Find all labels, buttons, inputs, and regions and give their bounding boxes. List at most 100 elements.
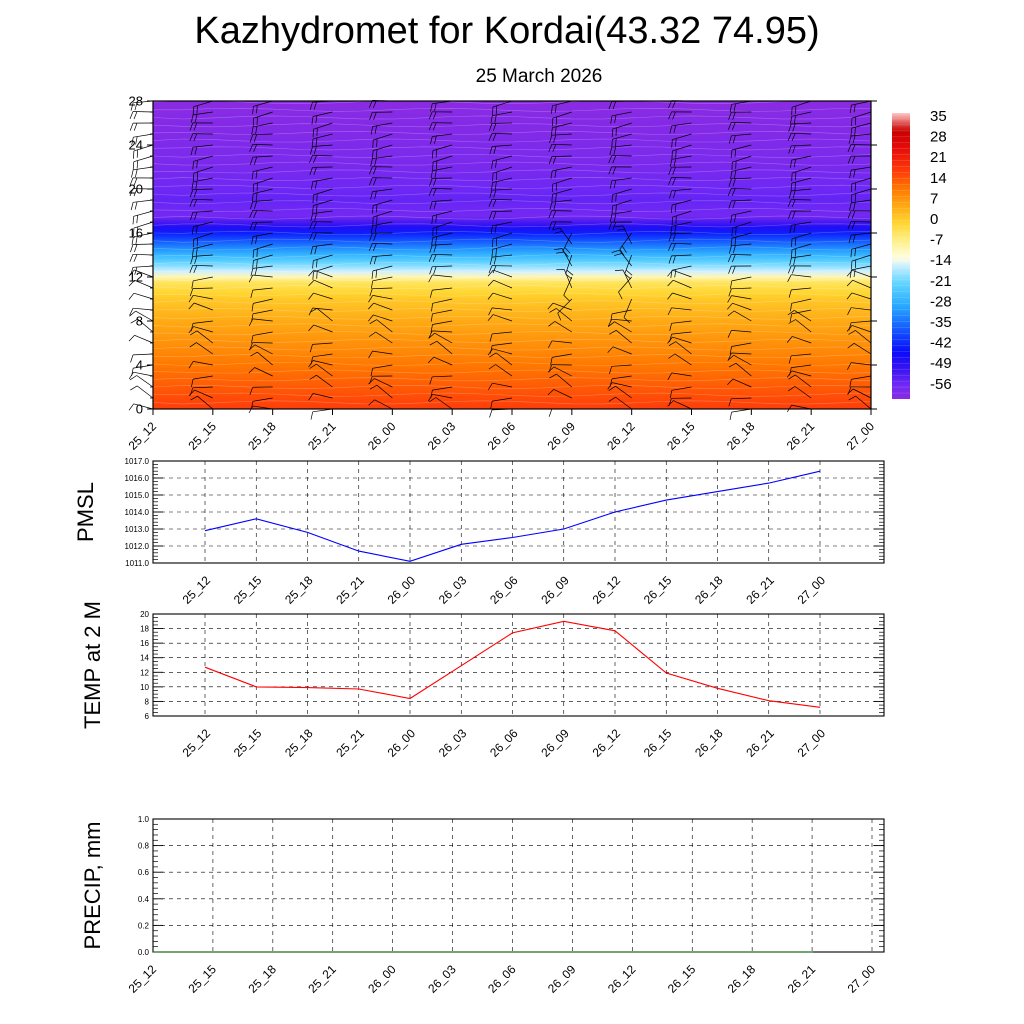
wind-barb [432,287,453,291]
wind-barb [675,341,692,355]
wind-barb [133,403,154,410]
wind-barb-feather [849,379,852,388]
wind-barb-feather [252,106,254,115]
wind-barb [731,295,752,300]
wind-barb-feather [552,221,557,230]
wind-barb [791,199,812,201]
wind-barb [192,254,213,257]
wind-barb-feather [487,279,494,287]
wind-barb [253,177,273,185]
wind-barb-feather [727,378,734,385]
wind-barb-feather [548,321,556,327]
wind-barb [192,188,213,190]
wind-barb [791,221,812,226]
wind-barb-feather [135,136,138,145]
g-temp-x-tick-label: 25_12 [180,726,214,760]
wind-barb-feather [494,181,497,190]
profile-x-tick-label: 26_06 [485,419,519,453]
wind-barb [731,133,752,137]
wind-barb [252,210,273,212]
wind-barb-feather [614,253,622,257]
profile-y-tick-label: 0 [136,402,143,417]
wind-barb-feather [309,102,313,110]
wind-barb-feather [189,288,194,297]
wind-barb [193,232,213,240]
wind-barb [133,221,154,229]
g-precip-y-tick-label: 1.0 [138,815,150,824]
g-pmsl-x-tick-label: 25_21 [333,573,367,607]
wind-barb-feather [668,398,672,407]
wind-barb-feather [612,221,617,230]
wind-barb-feather [669,390,673,399]
wind-barb-feather [794,115,796,124]
wind-barb [794,374,812,388]
wind-barb-feather [129,122,134,131]
wind-barb [850,144,872,146]
wind-barb [136,375,154,388]
wind-barb-feather [193,122,198,131]
wind-barb-feather [128,280,135,287]
wind-barb-feather [792,145,796,154]
wind-barb [671,221,692,227]
profile-contour-line [152,392,872,397]
wind-barb-feather [549,308,557,313]
wind-barb-feather [136,149,139,158]
wind-barb-feather [673,125,677,134]
wind-barb-feather [611,194,613,203]
wind-barb [252,232,273,237]
wind-barb [791,144,812,147]
wind-barb-feather [668,243,672,251]
wind-barb [193,221,213,227]
wind-barb-feather [375,269,378,278]
g-precip-x-tick-label: 25_12 [126,962,160,996]
wind-barb-feather [309,167,313,176]
wind-barb-feather [551,184,554,193]
g-precip-y-axis-title: PRECIP, mm [80,822,105,950]
g-temp-y-tick-label: 18 [140,625,149,634]
wind-barb [192,144,213,148]
wind-barb-feather [372,100,377,109]
wind-barb [612,188,632,196]
wind-barb [851,320,872,324]
wind-barb-feather [849,105,852,114]
wind-barb [132,243,154,245]
wind-barb [671,372,692,377]
wind-barb-feather [249,222,254,231]
profile-contour-line [152,292,872,297]
colorbar-label: 35 [930,108,947,125]
g-pmsl-x-tick-label: 26_06 [487,573,521,607]
wind-barb-feather [727,302,733,310]
profile-contour-line [152,231,872,235]
wind-barb-feather [850,183,853,192]
wind-barb-feather [727,295,732,303]
wind-barb-feather [548,156,553,165]
wind-barb-feather [315,115,318,124]
wind-barb [133,133,154,138]
wind-barb-feather [308,307,313,316]
wind-barb-feather [429,201,433,210]
wind-barb [671,265,692,271]
wind-barb-feather [369,177,373,186]
wind-barb-feather [315,137,318,146]
wind-barb-feather [188,389,195,397]
wind-barb-feather [848,330,856,335]
wind-barb [851,199,872,204]
wind-barb-feather [428,188,433,196]
wind-barb-feather [432,188,437,197]
colorbar-label: -28 [930,293,952,310]
wind-barb [731,122,752,124]
wind-barb-feather [129,308,134,316]
wind-barb-feather [369,376,373,384]
wind-barb [732,221,752,229]
wind-barb-feather [313,221,317,230]
wind-barb-feather [850,194,853,203]
wind-barb-feather [792,123,796,132]
wind-barb-feather [189,342,197,348]
wind-barb-feather [672,243,676,251]
wind-barb-feather [431,303,433,312]
wind-barb-feather [553,201,557,210]
wind-barb-feather [846,292,853,300]
wind-barb [623,298,632,318]
wind-barb-feather [728,200,732,209]
wind-barb [253,254,273,261]
